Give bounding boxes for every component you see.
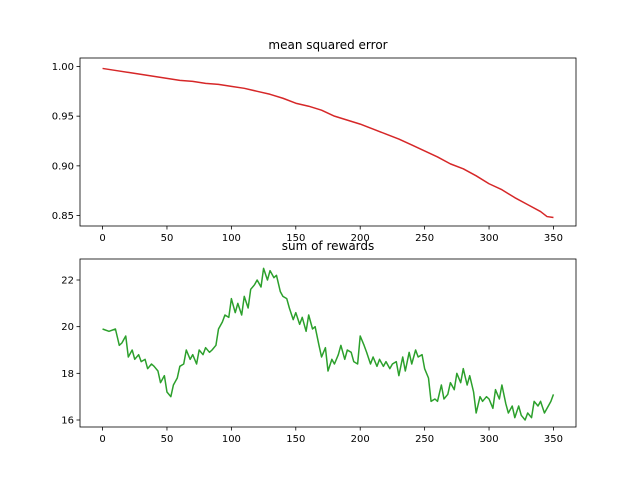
rewards-y-tick-label: 18 [61,369,74,380]
mse-x-tick-label: 300 [479,233,498,244]
rewards-x-tick-label: 50 [161,434,174,445]
mse-x-tick-label: 50 [161,233,174,244]
rewards-x-tick-label: 100 [222,434,241,445]
rewards-y-ticks: 16 18 20 22 [61,276,80,427]
mse-x-tick-label: 0 [99,233,105,244]
rewards-panel: sum of rewards 0 50 100 150 200 250 300 350 161… [61,239,577,445]
mse-y-ticks: 0.85 0.90 0.95 1.00 [52,62,80,222]
mse-x-tick-label: 200 [351,233,370,244]
mse-y-tick-label: 0.85 [52,211,74,222]
mse-panel: mean squared error 0 50 100 150 200 250 300 350… [52,38,577,244]
mse-y-tick-label: 0.95 [52,112,74,123]
mse-x-tick-label: 250 [415,233,434,244]
rewards-y-tick-label: 16 [61,416,74,427]
rewards-x-tick-label: 0 [99,434,105,445]
rewards-x-tick-label: 350 [544,434,563,445]
rewards-x-tick-label: 300 [479,434,498,445]
mse-axes-frame [79,57,577,227]
mse-series-group [102,67,554,219]
mse-series-line-0 [102,67,554,219]
rewards-y-tick-label: 22 [61,276,74,287]
rewards-y-tick-label: 20 [61,322,74,333]
mse-x-ticks: 0 50 100 150 200 250 300 350 [99,226,563,244]
mse-x-tick-label: 100 [222,233,241,244]
rewards-x-tick-label: 250 [415,434,434,445]
rewards-chart-title: sum of rewards [282,239,375,253]
mse-x-tick-label: 150 [286,233,305,244]
mse-x-tick-label: 350 [544,233,563,244]
mse-y-tick-label: 0.90 [52,161,74,172]
rewards-x-tick-label: 150 [286,434,305,445]
rewards-series-line-0 [102,267,555,421]
mse-y-tick-label: 1.00 [52,62,74,73]
rewards-series-group [102,267,555,421]
rewards-axes-frame [79,258,577,428]
rewards-x-ticks: 0 50 100 150 200 250 300 350 [99,427,563,445]
mse-chart-title: mean squared error [268,38,387,52]
rewards-x-tick-label: 200 [351,434,370,445]
